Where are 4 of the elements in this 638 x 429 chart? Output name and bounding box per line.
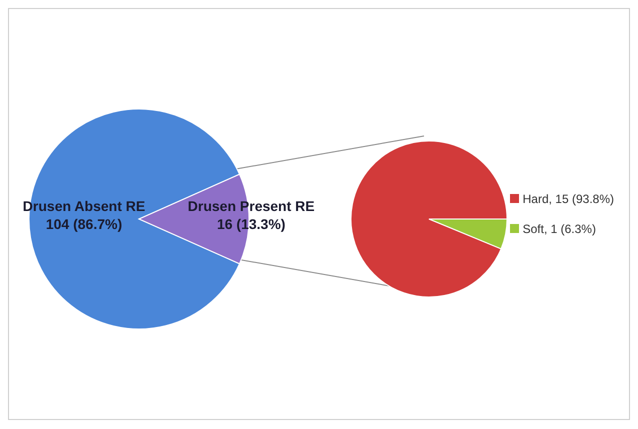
legend-label: Hard, 15 (93.8%) — [522, 192, 614, 206]
legend-label: Soft, 1 (6.3%) — [522, 222, 596, 236]
data-label: 104 (86.7%) — [46, 216, 122, 232]
pie-slice — [350, 140, 508, 298]
